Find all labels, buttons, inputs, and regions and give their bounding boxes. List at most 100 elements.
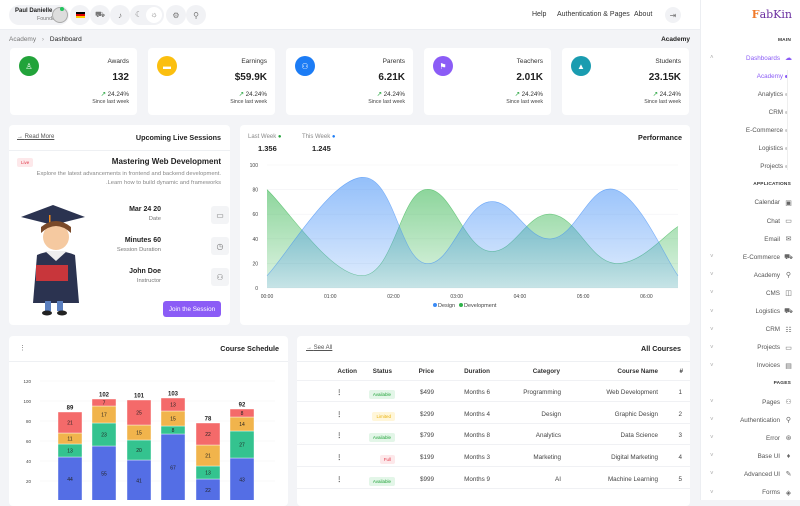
user-profile[interactable]: Paul Danielle Founder: [9, 5, 69, 25]
read-more-link[interactable]: → Read More: [17, 134, 54, 140]
card-title: All Courses: [641, 344, 681, 353]
stat-value: 132: [112, 72, 129, 83]
graduate-illustration: [19, 203, 89, 318]
y-tick-label: 80: [252, 188, 258, 194]
stat-since: Since last week: [644, 99, 681, 105]
stat-label: Students: [655, 58, 681, 65]
theme-toggle[interactable]: ☾ ☼: [130, 5, 164, 25]
stat-change: ↗ 24.24%: [239, 91, 267, 98]
sidebar-item-analytics[interactable]: Analytics: [701, 85, 800, 103]
x-tick-label: 02:00: [387, 294, 400, 300]
sidebar-item-icon: ☁: [784, 54, 793, 62]
notifications-button[interactable]: ♪: [110, 5, 130, 25]
sidebar-item-invoices[interactable]: Invoices▤˅: [701, 357, 800, 375]
chevron-down-icon: ˅: [710, 399, 714, 405]
action-menu-icon[interactable]: ⋮: [336, 432, 342, 439]
sidebar-item-pages[interactable]: Pages⚇˅: [701, 393, 800, 411]
sidebar-item-chat[interactable]: Chat▭: [701, 212, 800, 230]
sidebar-item-calendar[interactable]: Calendar ▣: [701, 194, 800, 212]
sidebar-item-label: MAIN: [778, 38, 791, 43]
sidebar-item-error[interactable]: Error⊛˅: [701, 429, 800, 447]
nav-help[interactable]: Help: [532, 11, 546, 18]
sidebar-item-e-commerce[interactable]: E-Commerce: [701, 122, 800, 140]
chevron-down-icon: ˅: [710, 309, 714, 315]
course-name: Web Development: [606, 389, 658, 396]
sidebar-item-authentication[interactable]: Authentication⚲˅: [701, 411, 800, 429]
calendar-icon: ▭: [211, 206, 229, 224]
x-tick-label: 01:00: [324, 294, 337, 300]
action-menu-icon[interactable]: ⋮: [336, 476, 342, 483]
sidebar-item-label: Calendar: [754, 199, 780, 206]
sun-icon[interactable]: ☼: [146, 7, 162, 23]
x-tick-label: 00:00: [261, 294, 274, 300]
total-label: 78: [205, 417, 212, 423]
sidebar-item-label: Logistics: [759, 145, 784, 152]
stat-label: Teachers: [517, 58, 543, 65]
sidebar-item-logistics[interactable]: Logistics⛟˅: [701, 303, 800, 321]
sidebar-item-cms[interactable]: CMS◫˅: [701, 284, 800, 302]
language-button[interactable]: [70, 5, 90, 25]
action-menu-icon[interactable]: ⋮: [336, 389, 342, 396]
join-session-button[interactable]: Join the Session: [163, 301, 221, 317]
sidebar-item-dashboards[interactable]: Dashboards☁˄: [701, 49, 800, 67]
sidebar-item-crm[interactable]: CRM: [701, 103, 800, 121]
course-price: $999: [420, 476, 434, 483]
nav-about[interactable]: About: [634, 11, 652, 18]
chevron-up-icon: ˄: [710, 55, 714, 61]
sidebar-item-academy[interactable]: Academy⚲˅: [701, 266, 800, 284]
sidebar-section-pages: PAGES: [701, 375, 800, 393]
sidebar-item-academy[interactable]: Academy: [701, 67, 800, 85]
data-label: 55: [101, 472, 107, 478]
settings-button[interactable]: ⚙: [166, 5, 186, 25]
course-duration: Months 3: [464, 454, 490, 461]
sidebar-item-label: Base UI: [758, 453, 780, 460]
sidebar-item-icon: ⛟: [784, 307, 793, 316]
y-tick-label: 100: [23, 399, 31, 404]
sidebar-item-label: Authentication: [740, 417, 780, 424]
x-tick-label: 05:00: [577, 294, 590, 300]
course-name: Machine Learning: [608, 476, 658, 483]
sidebar-item-label: CRM: [766, 326, 780, 333]
action-menu-icon[interactable]: ⋮: [336, 411, 342, 418]
moon-icon[interactable]: ☾: [135, 10, 142, 19]
course-category: Programming: [523, 389, 561, 396]
sidebar-item-projects[interactable]: Projects▭˅: [701, 339, 800, 357]
stat-value: 23.15K: [649, 72, 681, 83]
sidebar-item-e-commerce[interactable]: E-Commerce⛟˅: [701, 248, 800, 266]
data-label: 20: [136, 448, 142, 454]
users-icon: ⚇: [295, 56, 315, 76]
see-all-link[interactable]: → See All: [306, 345, 332, 351]
action-menu-icon[interactable]: ⋮: [336, 454, 342, 461]
search-button[interactable]: ⚲: [186, 5, 206, 25]
nav-authentication-pages[interactable]: Authentication & Pages: [557, 11, 630, 18]
sidebar-item-label: Email: [764, 236, 780, 243]
chevron-down-icon: ˅: [710, 435, 714, 441]
search-icon: ⚲: [193, 11, 199, 20]
sidebar-item-icon: ▭: [784, 217, 793, 225]
stat-label: Awards: [107, 58, 129, 65]
sidebar-item-icon: ⊛: [784, 434, 793, 442]
sidebar-item-email[interactable]: Email✉: [701, 230, 800, 248]
session-instructor: John Doe: [129, 268, 161, 275]
trend-up-icon: ↗: [653, 91, 658, 98]
sidebar-item-icon: ▤: [784, 362, 793, 370]
sidebar-item-forms[interactable]: Forms◈˅: [701, 484, 800, 502]
stat-since: Since last week: [92, 99, 129, 105]
data-label: 11: [67, 437, 72, 443]
teacher-icon: ⚑: [433, 56, 453, 76]
data-label: 13: [67, 449, 73, 455]
sidebar-item-icon: ▣: [784, 199, 793, 207]
status-badge: Available: [369, 433, 395, 442]
course-category: Analytics: [536, 432, 561, 439]
sidebar-item-icon: ♦: [784, 453, 793, 460]
sidebar-item-projects[interactable]: Projects: [701, 158, 800, 176]
sidebar-item-base-ui[interactable]: Base UI♦˅: [701, 447, 800, 465]
sidebar-item-advanced-ui[interactable]: Advanced UI✎˅: [701, 465, 800, 483]
data-label: 8: [241, 411, 244, 417]
breadcrumb-parent[interactable]: Academy: [9, 36, 36, 43]
sidebar-toggle-button[interactable]: ⇥: [665, 7, 681, 23]
sidebar-item-crm[interactable]: CRM☷˅: [701, 321, 800, 339]
cart-button[interactable]: ⛟: [90, 5, 110, 25]
sidebar-item-logistics[interactable]: Logistics: [701, 140, 800, 158]
bell-icon: ♪: [118, 11, 122, 20]
